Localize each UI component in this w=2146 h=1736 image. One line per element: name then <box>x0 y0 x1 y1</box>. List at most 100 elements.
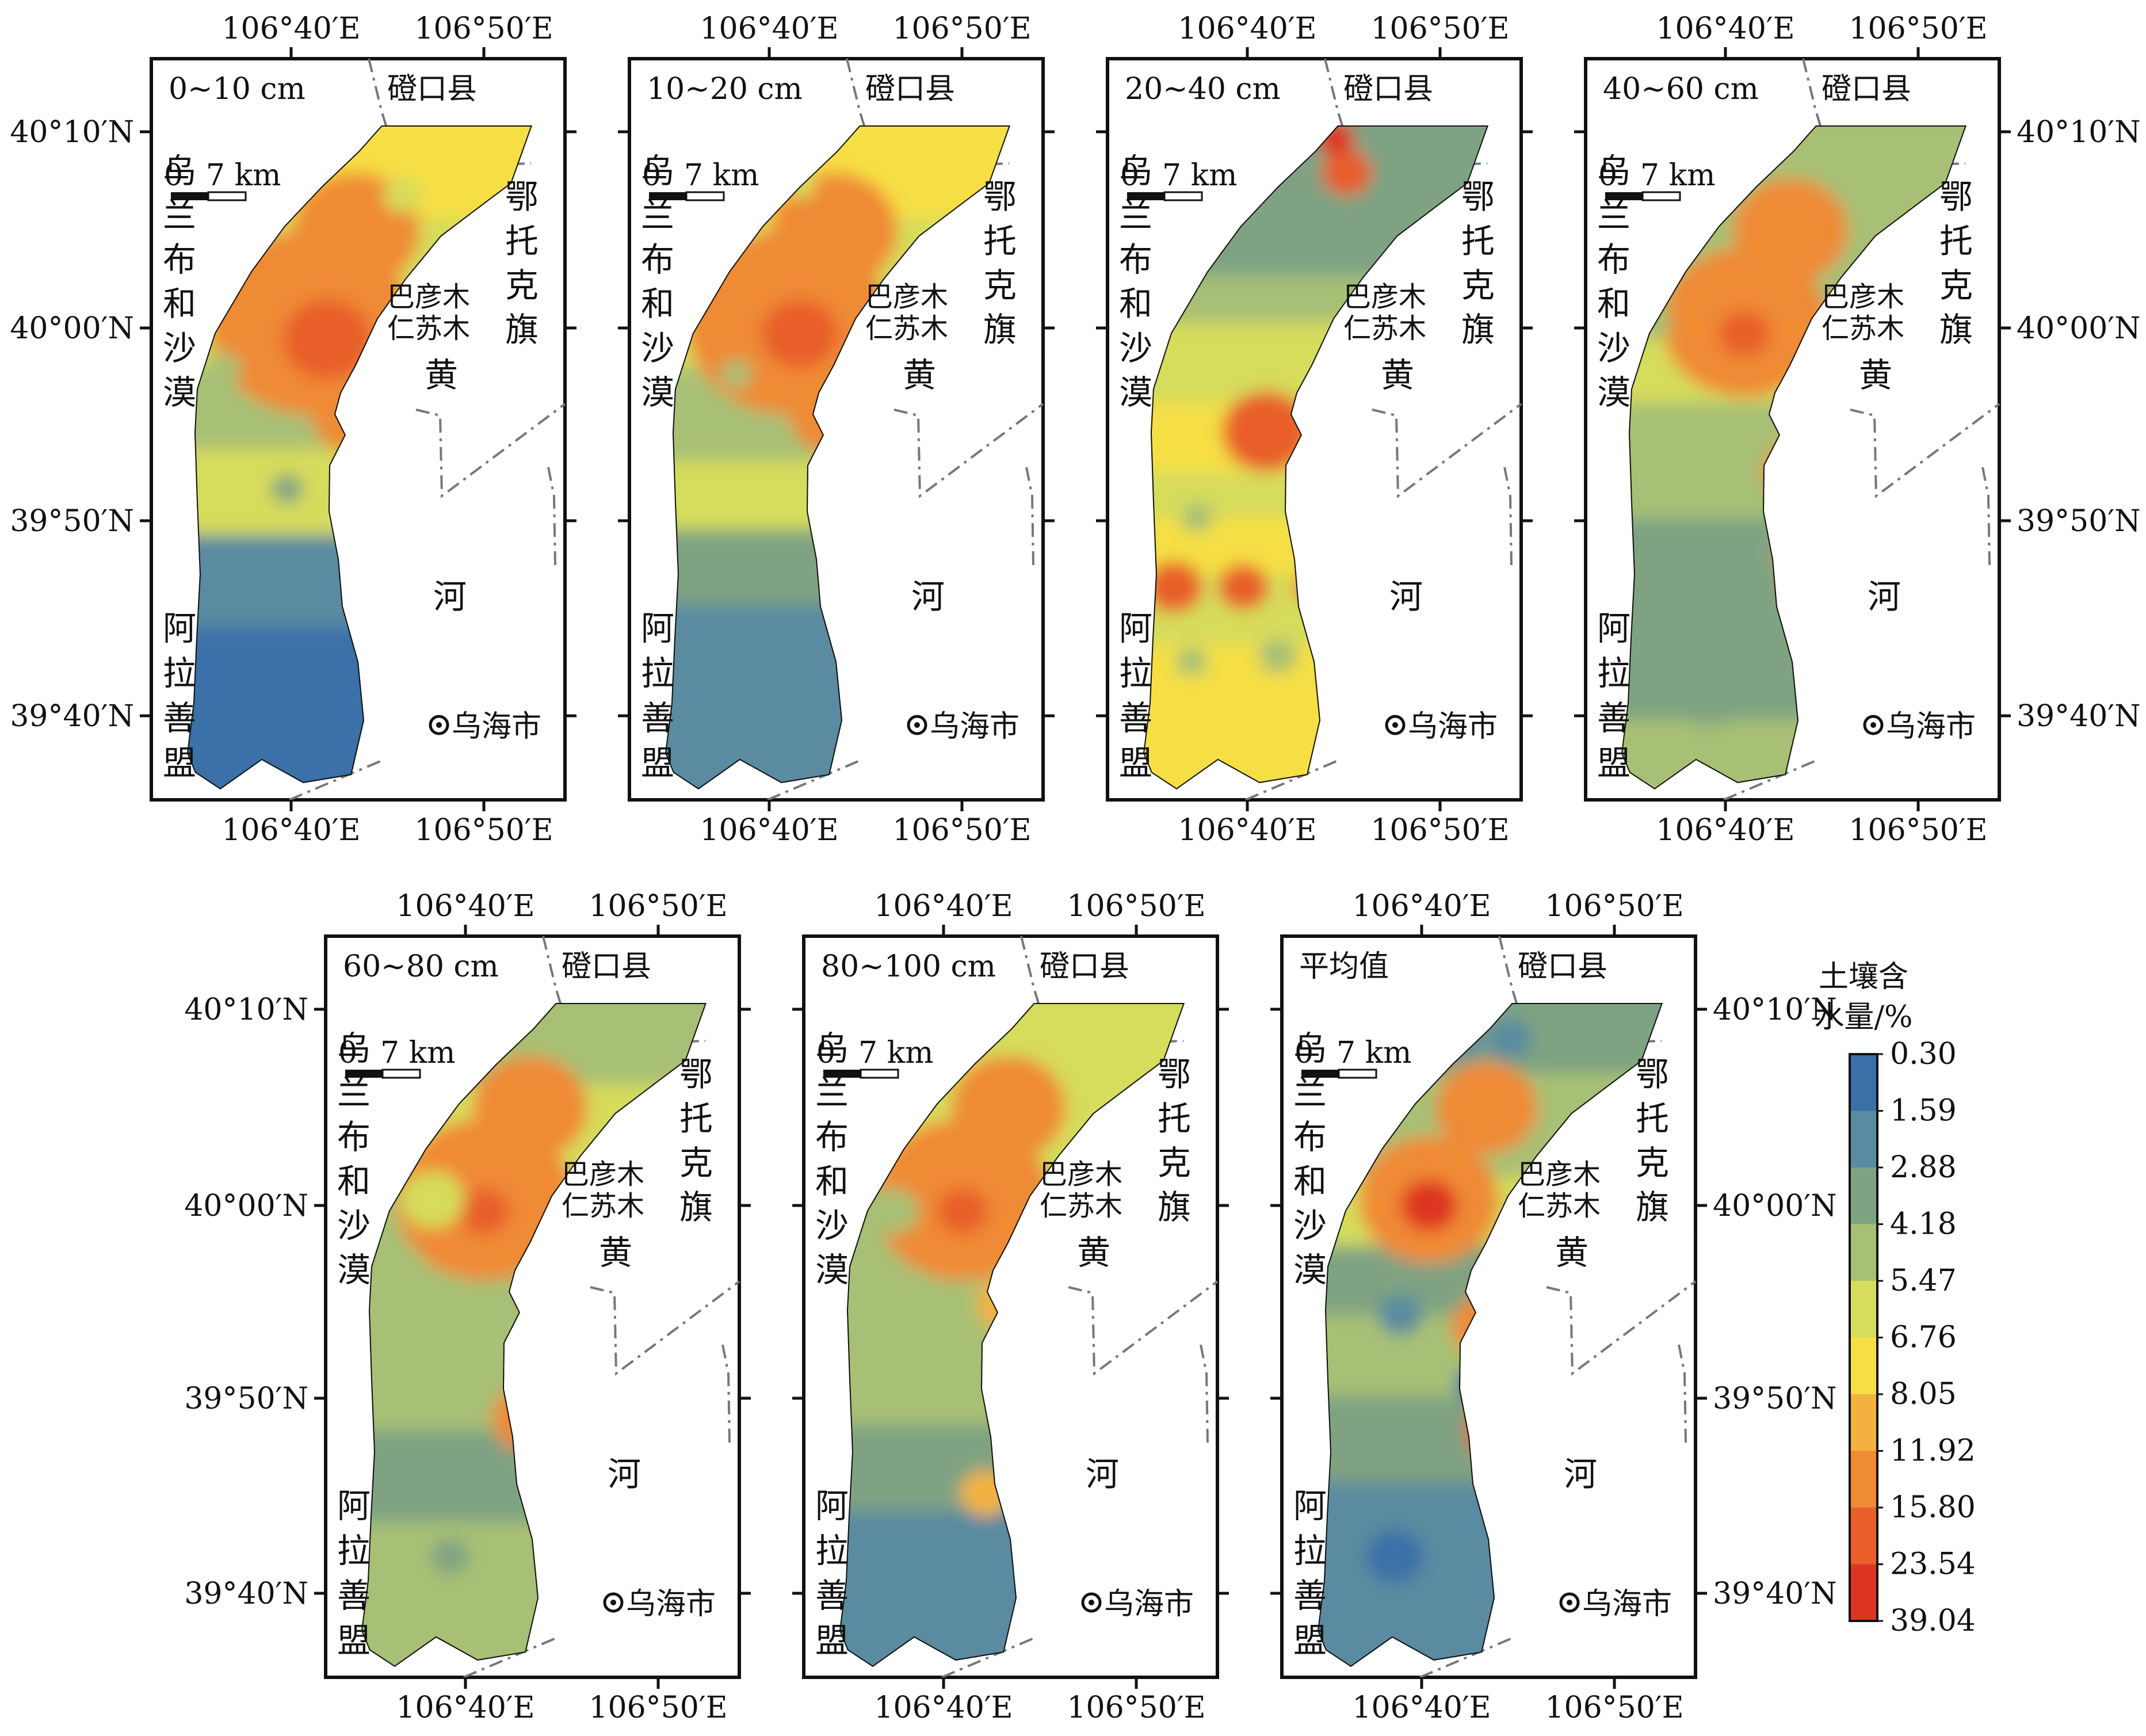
depth-label: 40~60 cm <box>1603 72 1759 106</box>
svg-text:沙: 沙 <box>337 1206 371 1245</box>
coordinate-labels: 106°40′E 106°50′E 106°40′E 106°50′E <box>700 12 1031 848</box>
legend-tick-label: 15.80 <box>1890 1490 1976 1525</box>
depth-label: 10~20 cm <box>647 72 803 106</box>
svg-text:拉: 拉 <box>641 654 674 693</box>
svg-text:漠: 漠 <box>1119 373 1152 412</box>
svg-text:和: 和 <box>337 1162 371 1201</box>
legend-tick-label: 1.59 <box>1890 1094 1957 1128</box>
svg-text:布: 布 <box>1597 240 1630 279</box>
svg-text:托: 托 <box>679 1099 713 1138</box>
svg-text:兰: 兰 <box>163 196 196 235</box>
label-bayan-line2: 仁苏木 <box>1343 312 1426 345</box>
svg-text:布: 布 <box>1293 1117 1327 1157</box>
svg-text:106°50′E: 106°50′E <box>589 1691 727 1725</box>
scale-bar: 0 7 km <box>816 1036 933 1079</box>
svg-text:106°40′E: 106°40′E <box>222 813 360 848</box>
svg-text:106°50′E: 106°50′E <box>1545 889 1683 924</box>
frame-ticks <box>1270 925 1707 1689</box>
svg-text:39°50′N: 39°50′N <box>2017 504 2141 539</box>
svg-text:盟: 盟 <box>163 743 196 783</box>
svg-text:40°10′N: 40°10′N <box>2017 115 2141 150</box>
label-bayan-line1: 巴彦木 <box>1343 281 1426 313</box>
svg-text:克: 克 <box>1636 1143 1669 1182</box>
label-river: 河 <box>1086 1455 1119 1494</box>
label-bayan-line1: 巴彦木 <box>387 281 470 313</box>
svg-text:40°00′N: 40°00′N <box>10 311 134 346</box>
label-dengkou: 磴口县 <box>562 949 651 984</box>
svg-text:鄂: 鄂 <box>679 1055 713 1094</box>
svg-text:阿: 阿 <box>815 1486 849 1525</box>
coordinate-labels: 106°40′E 106°50′E 106°40′E 106°50′E <box>874 889 1205 1725</box>
svg-text:乌海市: 乌海市 <box>1408 709 1498 744</box>
svg-text:善: 善 <box>163 699 196 738</box>
legend-swatch <box>1850 1111 1877 1168</box>
label-river: 河 <box>1389 577 1423 616</box>
label-river: 河 <box>608 1455 641 1494</box>
scale-bar: 0 7 km <box>1295 1036 1411 1079</box>
coordinate-labels: 106°40′E 106°50′E 106°40′E 106°50′E 40°10′N 4… <box>1656 12 2140 848</box>
svg-text:旗: 旗 <box>679 1188 713 1227</box>
svg-text:克: 克 <box>983 266 1017 305</box>
svg-text:克: 克 <box>1461 266 1495 305</box>
svg-text:106°40′E: 106°40′E <box>874 1691 1013 1725</box>
svg-text:106°50′E: 106°50′E <box>1067 889 1205 924</box>
wuhai-city-marker: 乌海市 <box>907 709 1019 744</box>
legend-swatch <box>1850 1337 1877 1395</box>
svg-text:鄂: 鄂 <box>983 177 1017 216</box>
frame-ticks <box>618 47 1055 811</box>
wuhai-city-marker: 乌海市 <box>1385 709 1498 744</box>
label-dengkou: 磴口县 <box>1518 949 1607 984</box>
frame-ticks <box>792 925 1229 1689</box>
label-yellow-1: 黄 <box>1859 356 1892 395</box>
svg-text:乌: 乌 <box>337 1029 371 1068</box>
wuhai-city-marker: 乌海市 <box>1559 1587 1672 1621</box>
svg-text:克: 克 <box>679 1143 713 1182</box>
svg-text:漠: 漠 <box>1597 373 1630 412</box>
svg-text:106°40′E: 106°40′E <box>396 1691 534 1725</box>
svg-text:7 km: 7 km <box>684 158 759 193</box>
svg-text:布: 布 <box>1119 240 1152 279</box>
label-bayan-line2: 仁苏木 <box>1518 1190 1601 1222</box>
legend-swatch <box>1850 1281 1877 1338</box>
svg-text:乌海市: 乌海市 <box>1886 709 1976 744</box>
svg-text:106°50′E: 106°50′E <box>892 813 1031 848</box>
svg-text:和: 和 <box>1119 284 1152 323</box>
svg-text:106°40′E: 106°40′E <box>700 12 838 46</box>
svg-text:106°50′E: 106°50′E <box>1067 1691 1205 1725</box>
svg-text:106°40′E: 106°40′E <box>1178 813 1316 848</box>
svg-text:乌海市: 乌海市 <box>1104 1587 1194 1621</box>
svg-text:沙: 沙 <box>1293 1206 1327 1245</box>
svg-text:善: 善 <box>337 1576 371 1615</box>
legend-swatch <box>1850 1508 1877 1565</box>
svg-text:克: 克 <box>1158 1143 1191 1182</box>
svg-text:善: 善 <box>1293 1576 1327 1615</box>
label-yellow-1: 黄 <box>1077 1233 1110 1272</box>
coordinate-labels: 106°40′E 106°50′E 106°40′E 106°50′E 40°10′N 4… <box>10 12 553 848</box>
scale-bar: 0 7 km <box>338 1036 455 1079</box>
legend-tick-label: 8.05 <box>1890 1377 1957 1411</box>
svg-text:39°50′N: 39°50′N <box>184 1382 308 1416</box>
label-river: 河 <box>1868 577 1901 616</box>
svg-text:39°40′N: 39°40′N <box>184 1577 308 1611</box>
legend-swatch <box>1850 1054 1877 1112</box>
svg-text:39°40′N: 39°40′N <box>1713 1577 1837 1611</box>
svg-text:7 km: 7 km <box>858 1036 933 1070</box>
label-yellow-1: 黄 <box>599 1233 632 1272</box>
coordinate-labels: 106°40′E 106°50′E 106°40′E 106°50′E <box>1178 12 1509 848</box>
